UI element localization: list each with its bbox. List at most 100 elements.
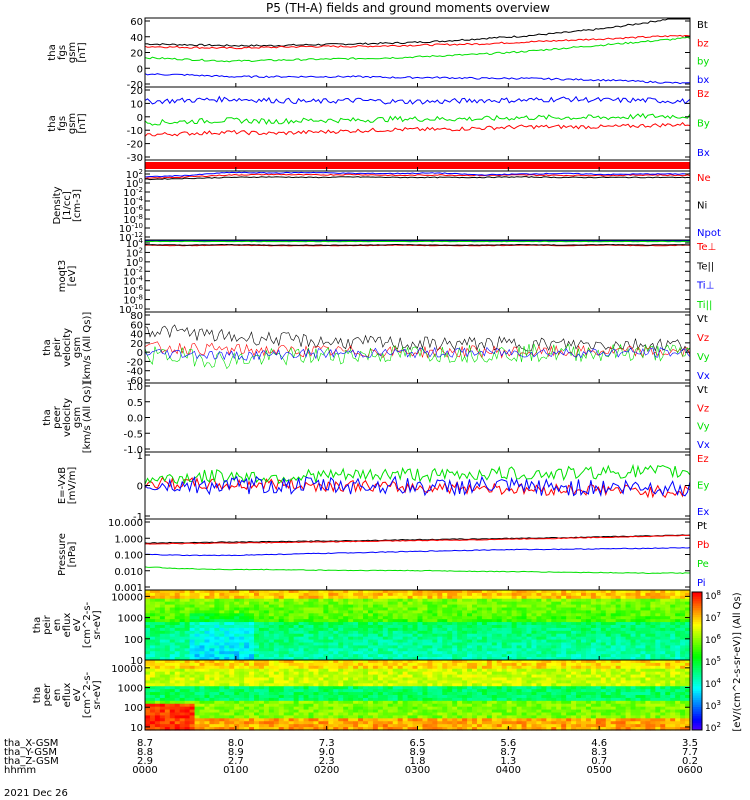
heatmap-cell [635,630,642,635]
heatmap-cell [506,700,513,705]
heatmap-cell [244,645,250,649]
heatmap-cell [164,590,171,594]
heatmap-cell [328,674,334,679]
heatmap-cell [481,700,488,705]
heatmap-cell [655,607,661,612]
heatmap-cell [655,648,661,652]
heatmap-cell [402,700,409,705]
heatmap-cell [551,645,557,649]
heatmap-cell [457,645,463,649]
heatmap-cell [670,619,676,623]
heatmap-cell [239,619,245,623]
heatmap-cell [516,642,523,647]
heatmap-cell [308,598,315,603]
heatmap-cell [328,695,334,699]
heatmap-cell [353,616,359,620]
heatmap-cell [640,625,646,629]
heatmap-cell [372,706,379,711]
heatmap-cell [377,662,384,667]
heatmap-cell [685,662,691,667]
heatmap-cell [675,695,681,699]
heatmap-cell [467,592,473,597]
heatmap-cell [476,665,483,670]
heatmap-cell [625,680,632,684]
heatmap-cell [645,633,651,638]
heatmap-cell [204,686,210,690]
heatmap-cell [363,648,369,652]
heatmap-cell [680,630,686,635]
heatmap-cell [442,645,448,649]
heatmap-cell [174,668,181,673]
heatmap-cell [640,610,646,614]
heatmap-cell [244,697,250,702]
heatmap-cell [422,642,428,647]
heatmap-cell [506,677,513,682]
heatmap-cell [313,639,319,644]
y-tick-label: 60 [130,17,143,28]
heatmap-cell [432,680,438,684]
heatmap-cell [610,639,617,644]
heatmap-cell [268,703,275,708]
heatmap-cell [417,706,424,711]
heatmap-cell [318,622,324,626]
heatmap-cell [655,639,661,644]
heatmap-cell [427,709,433,714]
heatmap-cell [511,610,518,614]
heatmap-cell [600,630,607,635]
heatmap-cell [472,613,478,617]
heatmap-cell [437,604,443,609]
heatmap-cell [258,686,265,690]
heatmap-cell [412,695,419,699]
heatmap-cell [531,642,537,647]
heatmap-cell [234,610,240,614]
heatmap-cell [154,598,161,603]
heatmap-cell [372,660,379,664]
heatmap-cell [412,660,419,664]
heatmap-cell [169,633,176,638]
heatmap-cell [501,639,508,644]
heatmap-cell [571,703,577,708]
heatmap-cell [496,648,503,652]
heatmap-cell [432,692,438,696]
heatmap-cell [496,639,503,644]
heatmap-cell [229,695,235,699]
heatmap-cell [576,686,582,690]
heatmap-cell [650,677,656,682]
heatmap-cell [273,703,280,708]
heatmap-cell [392,642,399,647]
heatmap-cell [417,622,424,626]
heatmap-cell [323,590,329,594]
heatmap-cell [214,703,220,708]
heatmap-cell [199,592,206,597]
heatmap-cell [566,601,572,606]
heatmap-cell [491,695,498,699]
heatmap-cell [486,604,493,609]
heatmap-cell [283,613,290,617]
y-label-line: tha [42,409,53,425]
heatmap-cell [566,590,572,594]
heatmap-cell [615,660,622,664]
heatmap-cell [169,686,176,690]
heatmap-cell [635,645,642,649]
heatmap-cell [675,590,681,594]
heatmap-cell [670,654,676,658]
heatmap-cell [551,622,557,626]
heatmap-cell [501,709,508,714]
heatmap-cell [323,592,329,597]
heatmap-cell [323,683,329,687]
heatmap-cell [571,651,577,655]
heatmap-cell [145,590,151,594]
heatmap-cell [258,657,265,661]
heatmap-cell [665,595,671,600]
heatmap-cell [402,657,409,661]
heatmap-cell [685,622,691,626]
heatmap-cell [595,622,602,626]
heatmap-cell [437,683,443,687]
heatmap-cell [427,636,433,641]
heatmap-cell [457,610,463,614]
heatmap-cell [308,657,315,661]
heatmap-cell [437,630,443,635]
heatmap-cell [452,616,458,620]
heatmap-cell [437,627,443,632]
heatmap-cell [670,689,676,693]
